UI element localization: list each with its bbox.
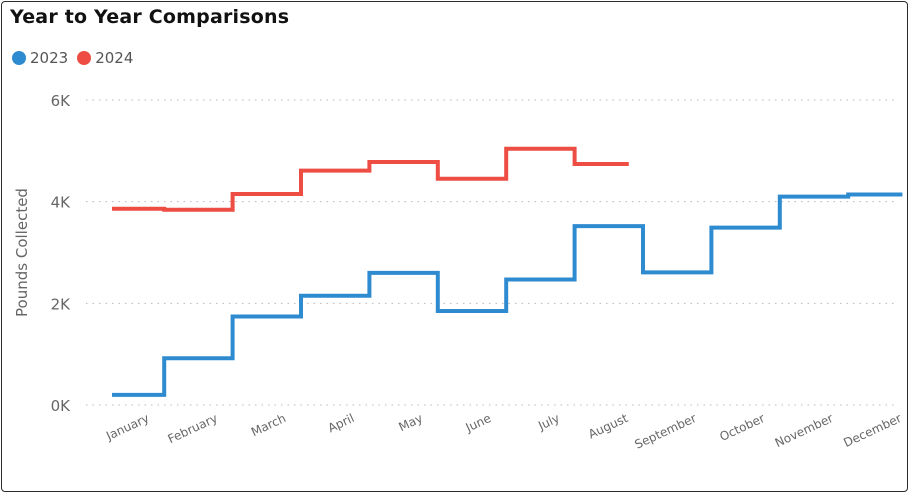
x-tick-label: October xyxy=(717,411,767,444)
y-tick-label: 2K xyxy=(51,295,72,313)
y-axis-title: Pounds Collected xyxy=(13,188,31,317)
y-tick-label: 0K xyxy=(51,397,72,415)
x-tick-label: April xyxy=(326,411,357,435)
x-tick-label: February xyxy=(166,411,220,446)
x-tick-label: June xyxy=(463,411,494,435)
x-tick-label: December xyxy=(841,411,903,450)
x-tick-label: May xyxy=(396,411,424,434)
series-line-2023 xyxy=(112,195,902,395)
x-tick-label: September xyxy=(632,411,698,452)
x-tick-label: November xyxy=(773,411,836,450)
x-tick-label: January xyxy=(103,411,151,443)
y-tick-label: 6K xyxy=(51,92,72,110)
series-line-2024 xyxy=(112,149,629,210)
x-tick-label: August xyxy=(586,411,630,442)
y-tick-label: 4K xyxy=(51,194,72,212)
x-tick-label: March xyxy=(249,411,288,439)
x-tick-label: July xyxy=(535,411,561,433)
